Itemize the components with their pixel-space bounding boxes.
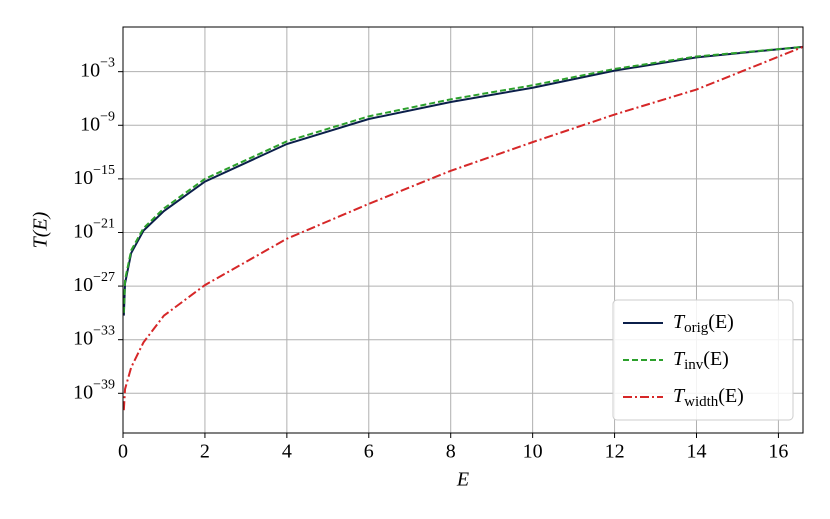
legend-box [612, 299, 794, 421]
x-tick-label: 4 [282, 441, 292, 463]
x-tick-label: 10 [523, 441, 543, 463]
x-axis-label: E [456, 469, 469, 491]
y-tick-label: 10−39 [73, 378, 115, 403]
y-tick-label: 10−3 [80, 56, 115, 81]
x-tick-label: 8 [446, 441, 456, 463]
y-axis-label: T(E) [30, 211, 52, 248]
y-tick-label: 10−21 [73, 217, 115, 242]
series-line [122, 45, 804, 313]
y-tick-label: 10−27 [73, 270, 115, 295]
series-line [122, 45, 804, 411]
legend-label: Torig(E) [673, 311, 734, 337]
x-tick-label: 14 [686, 441, 706, 463]
y-tick-label: 10−15 [73, 163, 115, 188]
y-tick-label: 10−9 [80, 109, 115, 134]
x-tick-label: 12 [605, 441, 625, 463]
legend-label: Tinv(E) [673, 348, 729, 374]
x-tick-label: 6 [364, 441, 374, 463]
x-tick-label: 16 [768, 441, 788, 463]
y-tick-label: 10−33 [73, 324, 115, 349]
legend-label: Twidth(E) [673, 385, 744, 411]
x-tick-label: 0 [118, 441, 128, 463]
x-tick-label: 2 [200, 441, 210, 463]
plot-frame [122, 26, 804, 434]
series-line [122, 45, 804, 316]
